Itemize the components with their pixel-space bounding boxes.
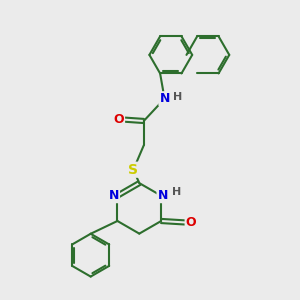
Text: H: H (173, 92, 183, 102)
Text: O: O (113, 113, 124, 126)
Text: N: N (159, 92, 170, 105)
Text: O: O (186, 216, 196, 229)
Text: N: N (109, 189, 119, 202)
Text: N: N (158, 189, 168, 202)
Text: S: S (128, 163, 138, 177)
Text: H: H (172, 187, 181, 197)
